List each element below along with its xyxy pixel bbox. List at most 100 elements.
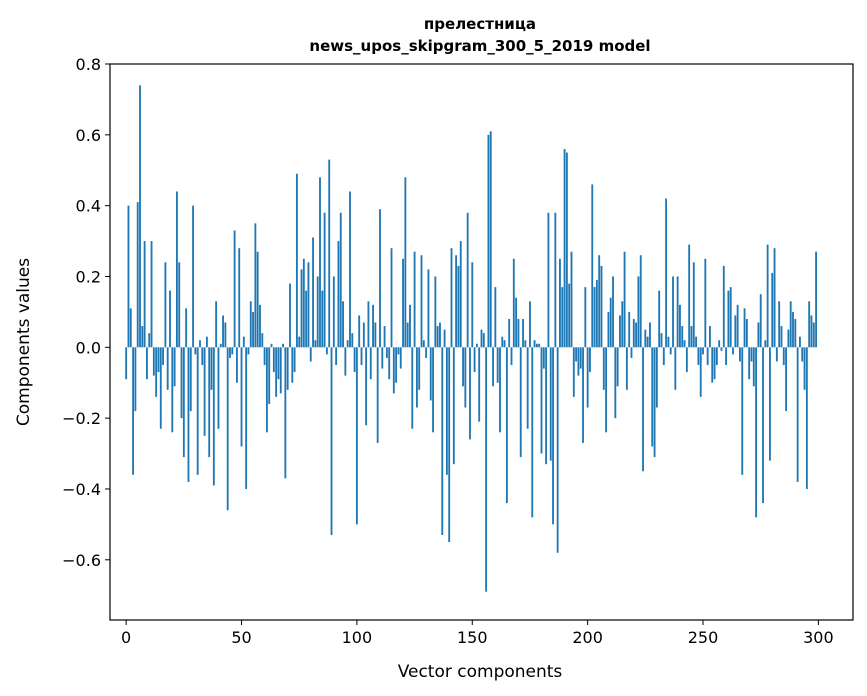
bar [194,347,197,355]
bar [815,251,818,348]
bar [683,340,686,348]
x-tick-label: 250 [688,628,719,647]
bar [720,347,723,351]
bar [646,336,649,348]
bar [471,262,474,348]
y-tick-label: 0.2 [76,267,101,286]
bar [669,347,672,355]
bar [565,152,568,348]
bar [665,198,668,348]
bar [602,347,605,390]
bar [415,347,418,408]
bar [526,347,529,429]
bar [658,290,661,348]
bar [609,297,612,348]
bar [351,333,354,348]
bar [575,347,578,362]
bar [519,347,522,458]
bar [332,276,335,348]
bar [261,333,264,348]
bar [586,347,589,408]
bar [542,347,545,369]
bar [480,329,483,348]
bar [556,347,559,553]
bar [162,347,164,366]
bar [593,287,596,348]
bar [434,276,437,348]
bar [443,329,446,348]
bar [413,251,416,348]
bar [226,347,229,511]
bar [146,347,148,380]
bar [282,343,284,348]
bar [614,347,617,419]
bar [787,329,790,348]
bar [762,347,764,504]
bar [718,340,721,348]
bar [729,287,732,348]
bar [649,322,651,348]
bar [572,347,575,397]
bar [773,248,776,348]
bar [505,347,508,504]
bar [358,315,361,348]
bar [399,347,402,369]
bar [676,276,679,348]
bar [801,347,804,362]
chart-title: прелестница [424,15,536,33]
bar [681,326,684,348]
bar [704,258,707,348]
bar [277,347,280,380]
bar [249,301,252,348]
bar [178,262,181,348]
bar [420,255,423,348]
bar [136,202,139,348]
x-tick-label: 200 [572,628,603,647]
bar [284,347,287,479]
bar [256,251,259,348]
bar [464,347,467,408]
bar [422,340,425,348]
bar [598,255,601,348]
bar [630,347,633,358]
x-tick-label: 0 [121,628,131,647]
bar [478,347,481,422]
bar [688,244,691,348]
bar [722,265,725,348]
bar [353,347,356,373]
bar [644,329,647,348]
bar [328,159,331,348]
bar [286,347,289,390]
y-tick-label: −0.2 [62,409,101,428]
bar [632,318,635,348]
bar [549,347,552,461]
bar [794,318,797,348]
bar [522,318,524,348]
bar [305,290,308,348]
bar [199,340,201,348]
bar [132,347,134,475]
bar [196,347,199,475]
bar [349,191,351,348]
bar [637,276,640,348]
bar [535,343,538,348]
bar [803,347,806,390]
bar [404,177,407,348]
bar [660,333,663,348]
bar [612,276,614,348]
bar [743,308,746,348]
bar [651,347,654,447]
bar [385,347,388,358]
bar [189,347,192,412]
y-axis-label: Components values [14,258,34,426]
bar [129,308,132,348]
bar [750,347,753,362]
bar [166,347,169,390]
x-axis-label: Vector components [398,662,563,682]
bar [628,311,631,348]
bar [771,272,774,348]
bar [547,212,550,348]
bar [395,347,398,383]
bar [492,347,494,387]
bar [203,347,206,436]
